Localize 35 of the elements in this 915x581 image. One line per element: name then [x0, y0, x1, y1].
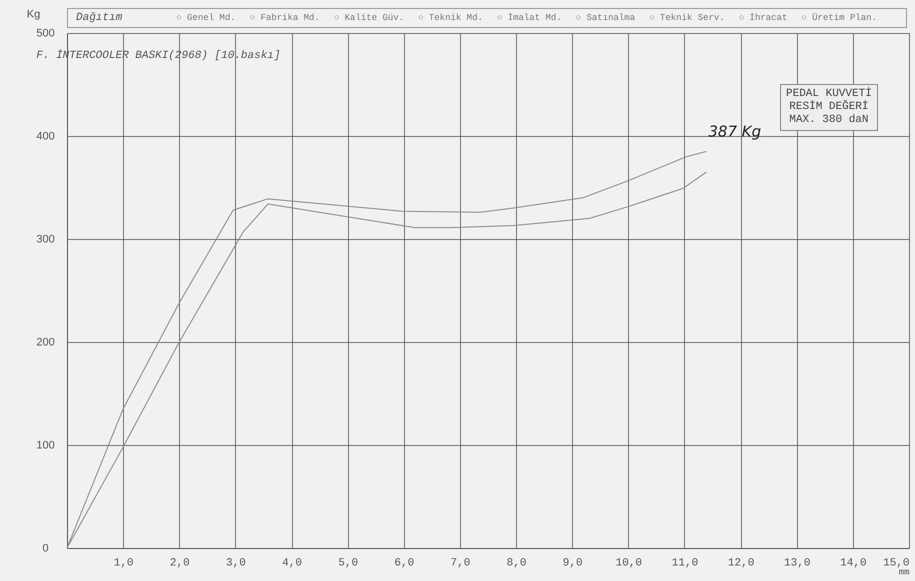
text: ○ İmalat Md.	[496, 13, 562, 23]
y-tick-label: 500	[36, 28, 55, 40]
x-tick-label: 8,0	[506, 558, 526, 570]
text: ○ Kalite Güv.	[334, 13, 404, 23]
x-tick-label: 12,0	[728, 558, 754, 570]
y-tick-label: 0	[42, 542, 49, 554]
x-tick-label: 3,0	[226, 558, 246, 570]
text: ○ Üretim Plan.	[801, 13, 877, 23]
text: Dağıtım	[76, 12, 122, 24]
x-tick-label: 6,0	[394, 558, 414, 570]
x-tick-label: 4,0	[282, 558, 302, 570]
annotation: PEDAL KUVVETİ RESİM DEĞERİ MAX. 380 daN	[780, 84, 878, 131]
y-tick-label: 300	[36, 234, 55, 246]
y-axis-title: Kg	[26, 8, 40, 20]
x-tick-label: 5,0	[338, 558, 358, 570]
y-tick-label: 400	[36, 130, 55, 142]
text: ○ Genel Md.	[176, 13, 236, 23]
x-tick-label: 14,0	[840, 558, 867, 570]
text: ○ İhracat	[738, 13, 788, 23]
x-tick-label: 1,0	[114, 558, 134, 570]
x-tick-label: 13,0	[784, 558, 810, 570]
x-tick-label: 9,0	[562, 558, 583, 570]
text: ○ Satınalma	[576, 13, 636, 23]
annotation: 387 Kg	[708, 122, 762, 140]
x-axis-title: mm	[898, 568, 910, 578]
x-tick-label: 2,0	[170, 558, 190, 570]
text: ○ Teknik Md.	[418, 13, 483, 23]
x-tick-label: 15,0	[883, 558, 910, 570]
text: ○ Teknik Serv.	[649, 13, 725, 23]
y-tick-label: 200	[36, 336, 55, 348]
y-tick-label: 100	[36, 440, 55, 452]
x-tick-label: 11,0	[672, 558, 698, 570]
x-tick-label: 10,0	[616, 558, 642, 570]
text: ○ Fabrika Md.	[250, 13, 320, 23]
x-tick-label: 7,0	[450, 558, 470, 570]
